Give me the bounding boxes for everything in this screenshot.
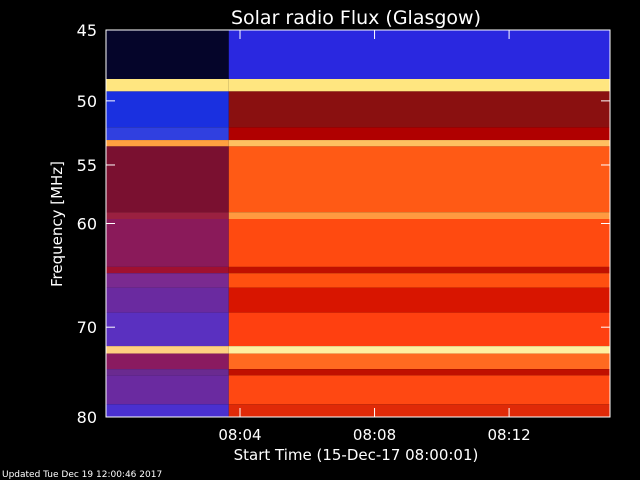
band-post-7 [228, 219, 610, 267]
band-pre-5 [106, 146, 229, 213]
y-tick-label-80: 80 [77, 408, 97, 427]
x-axis-label: Start Time (15-Dec-17 08:00:01) [234, 446, 479, 464]
band-post-2 [228, 91, 610, 128]
band-post-10 [228, 287, 610, 313]
band-pre-7 [106, 219, 229, 267]
x-tick-label-1: 08:08 [353, 426, 396, 444]
band-pre-2 [106, 91, 229, 128]
y-tick-label-55: 55 [77, 156, 97, 175]
band-pre-10 [106, 287, 229, 313]
band-post-12 [228, 346, 610, 354]
band-post-1 [228, 78, 610, 92]
band-post-11 [228, 312, 610, 347]
band-pre-0 [106, 30, 229, 79]
y-axis-label: Frequency [MHz] [48, 161, 66, 287]
chart-title: Solar radio Flux (Glasgow) [231, 7, 481, 29]
band-pre-8 [106, 266, 229, 274]
band-pre-12 [106, 346, 229, 354]
band-post-6 [228, 212, 610, 220]
band-post-15 [228, 375, 610, 405]
band-post-5 [228, 146, 610, 213]
band-pre-16 [106, 404, 229, 417]
band-pre-15 [106, 375, 229, 405]
band-post-16 [228, 404, 610, 417]
band-pre-6 [106, 212, 229, 220]
band-pre-4 [106, 140, 229, 147]
y-tick-labels: 45 50 55 60 70 80 [77, 21, 97, 427]
band-pre-3 [106, 127, 229, 141]
x-tick-label-2: 08:12 [487, 426, 530, 444]
band-pre-14 [106, 369, 229, 376]
band-post-4 [228, 140, 610, 147]
band-post-8 [228, 266, 610, 274]
plot-frame [105, 29, 611, 418]
band-post-13 [228, 353, 610, 370]
band-post-0 [228, 30, 610, 79]
y-tick-label-70: 70 [77, 318, 97, 337]
band-pre-11 [106, 312, 229, 347]
x-tick-label-0: 08:04 [218, 426, 261, 444]
band-post-9 [228, 273, 610, 288]
band-pre-13 [106, 353, 229, 370]
y-tick-label-60: 60 [77, 215, 97, 234]
spectrogram-bands [106, 30, 610, 417]
band-post-14 [228, 369, 610, 376]
y-tick-label-50: 50 [77, 92, 97, 111]
y-tick-label-45: 45 [77, 21, 97, 40]
band-pre-1 [106, 78, 229, 92]
band-pre-9 [106, 273, 229, 288]
plot-area [105, 29, 611, 418]
band-post-3 [228, 127, 610, 141]
x-tick-labels: 08:04 08:08 08:12 [218, 426, 530, 444]
updated-footer: Updated Tue Dec 19 12:00:46 2017 [2, 470, 162, 480]
